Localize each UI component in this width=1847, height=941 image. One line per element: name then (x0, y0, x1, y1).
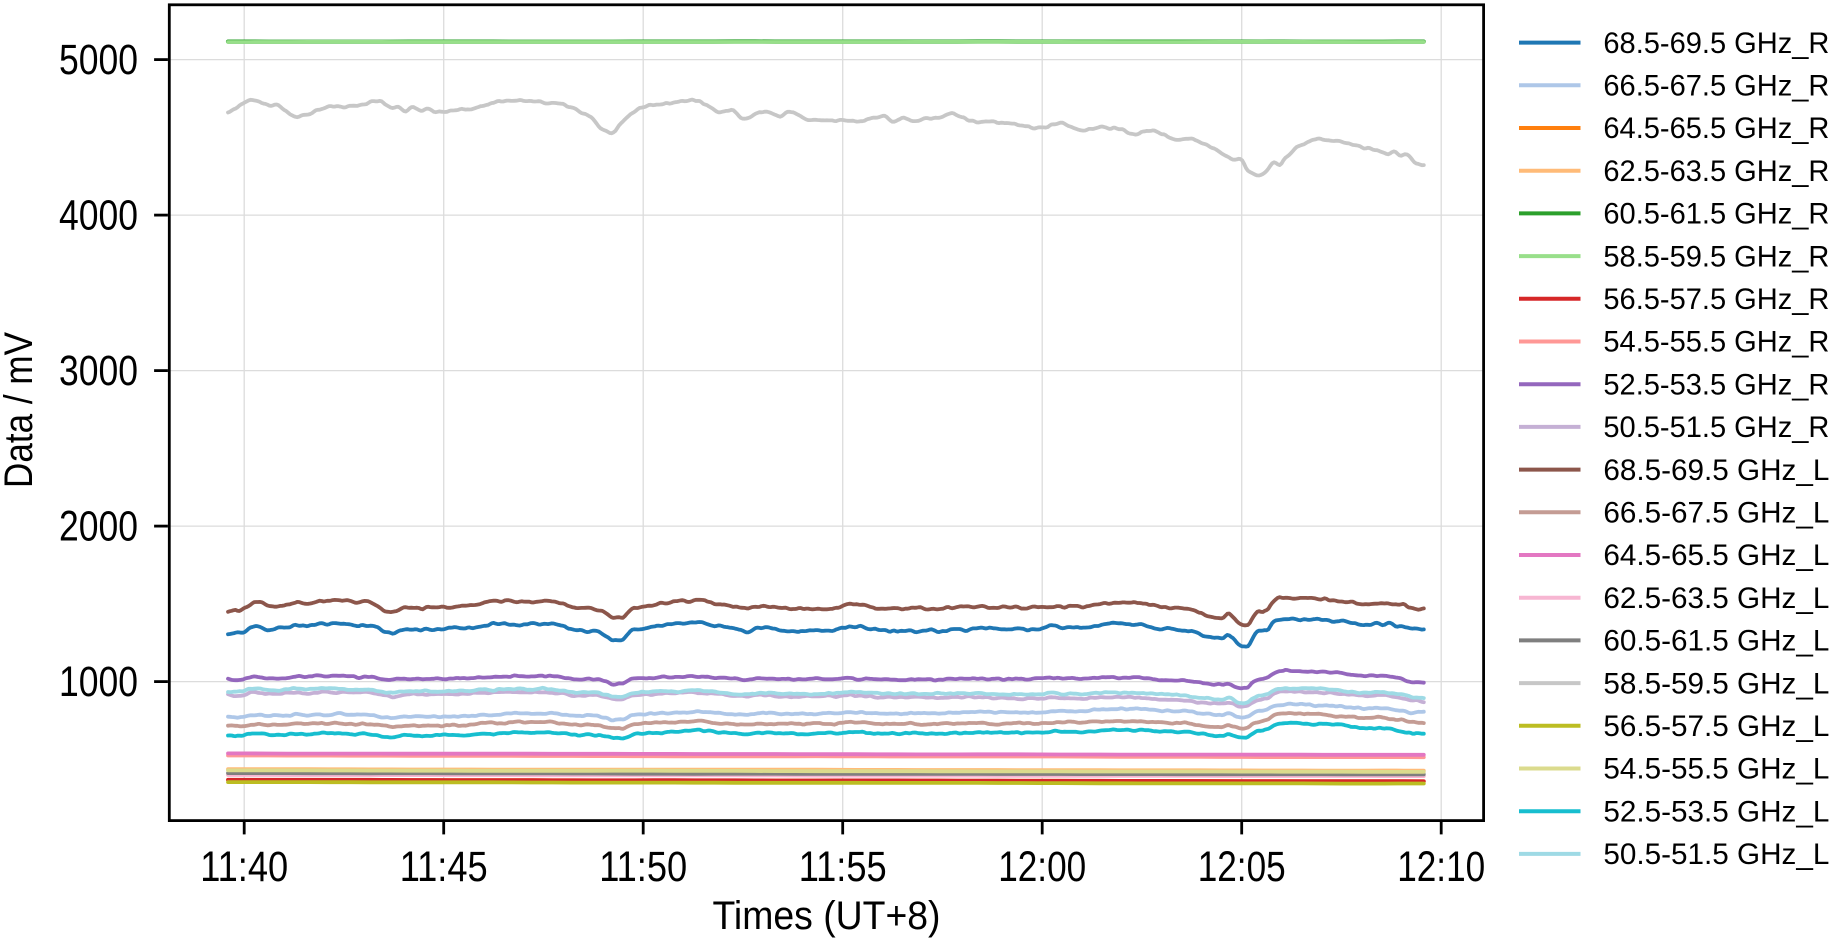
svg-text:54.5-55.5 GHz_R: 54.5-55.5 GHz_R (1603, 326, 1829, 359)
svg-text:60.5-61.5 GHz_R: 60.5-61.5 GHz_R (1603, 198, 1829, 231)
svg-text:68.5-69.5 GHz_R: 68.5-69.5 GHz_R (1603, 27, 1829, 60)
svg-text:Data / mV: Data / mV (0, 332, 41, 488)
svg-text:52.5-53.5 GHz_L: 52.5-53.5 GHz_L (1603, 795, 1829, 828)
svg-text:11:55: 11:55 (799, 844, 887, 891)
svg-text:11:40: 11:40 (200, 844, 288, 891)
svg-text:11:45: 11:45 (400, 844, 488, 891)
svg-text:50.5-51.5 GHz_R: 50.5-51.5 GHz_R (1603, 411, 1829, 444)
svg-text:64.5-65.5 GHz_R: 64.5-65.5 GHz_R (1603, 112, 1829, 145)
svg-text:4000: 4000 (59, 193, 138, 240)
svg-text:58.5-59.5 GHz_L: 58.5-59.5 GHz_L (1603, 667, 1829, 700)
svg-text:60.5-61.5 GHz_L: 60.5-61.5 GHz_L (1603, 625, 1829, 658)
svg-text:1000: 1000 (59, 659, 138, 706)
svg-text:64.5-65.5 GHz_L: 64.5-65.5 GHz_L (1603, 539, 1829, 572)
svg-text:3000: 3000 (59, 348, 138, 395)
svg-text:62.5-63.5 GHz_L: 62.5-63.5 GHz_L (1603, 582, 1829, 615)
svg-text:56.5-57.5 GHz_R: 56.5-57.5 GHz_R (1603, 283, 1829, 316)
svg-text:12:00: 12:00 (998, 844, 1086, 891)
svg-text:68.5-69.5 GHz_L: 68.5-69.5 GHz_L (1603, 454, 1829, 487)
svg-text:52.5-53.5 GHz_R: 52.5-53.5 GHz_R (1603, 368, 1829, 401)
svg-text:5000: 5000 (59, 37, 138, 84)
svg-text:2000: 2000 (59, 504, 138, 551)
svg-text:11:50: 11:50 (599, 844, 687, 891)
svg-text:12:10: 12:10 (1397, 844, 1485, 891)
svg-text:62.5-63.5 GHz_R: 62.5-63.5 GHz_R (1603, 155, 1829, 188)
svg-text:56.5-57.5 GHz_L: 56.5-57.5 GHz_L (1603, 710, 1829, 743)
svg-text:66.5-67.5 GHz_L: 66.5-67.5 GHz_L (1603, 497, 1829, 530)
svg-text:50.5-51.5 GHz_L: 50.5-51.5 GHz_L (1603, 838, 1829, 871)
svg-text:58.5-59.5 GHz_R: 58.5-59.5 GHz_R (1603, 240, 1829, 273)
svg-text:54.5-55.5 GHz_L: 54.5-55.5 GHz_L (1603, 753, 1829, 786)
svg-text:66.5-67.5 GHz_R: 66.5-67.5 GHz_R (1603, 70, 1829, 103)
svg-text:12:05: 12:05 (1198, 844, 1286, 891)
svg-text:Times (UT+8): Times (UT+8) (713, 894, 941, 938)
